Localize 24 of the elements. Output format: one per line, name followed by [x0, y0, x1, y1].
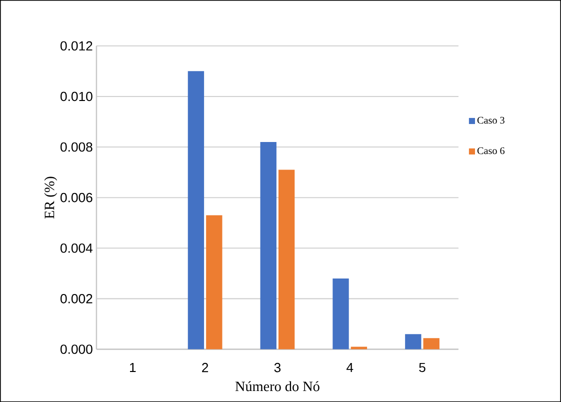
x-tick-label: 4 — [346, 362, 354, 372]
y-tick-label: 0.008 — [60, 142, 92, 152]
legend-label: Caso 6 — [477, 147, 505, 154]
bar — [278, 170, 295, 350]
bar — [423, 338, 440, 350]
bar — [405, 334, 422, 350]
y-tick-label: 0.006 — [60, 192, 92, 202]
x-tick-label: 5 — [419, 362, 426, 372]
y-tick-label: 0.000 — [60, 344, 92, 354]
y-tick-label: 0.012 — [60, 41, 92, 50]
y-tick-label: 0.004 — [60, 243, 93, 253]
y-tick-label: 0.010 — [60, 92, 92, 101]
legend-label: Caso 3 — [477, 116, 504, 124]
y-tick-label: 0.002 — [60, 294, 92, 304]
x-tick-label: 1 — [130, 362, 136, 372]
x-tick-label: 3 — [274, 362, 281, 372]
y-axis-title: ER (%) — [44, 176, 58, 218]
bar — [206, 215, 222, 350]
bar — [332, 278, 349, 350]
bar — [260, 142, 276, 350]
x-axis-title: Número do Nó — [235, 381, 320, 392]
bar — [350, 346, 368, 350]
x-tick-label: 2 — [202, 362, 208, 372]
bar — [188, 71, 204, 350]
